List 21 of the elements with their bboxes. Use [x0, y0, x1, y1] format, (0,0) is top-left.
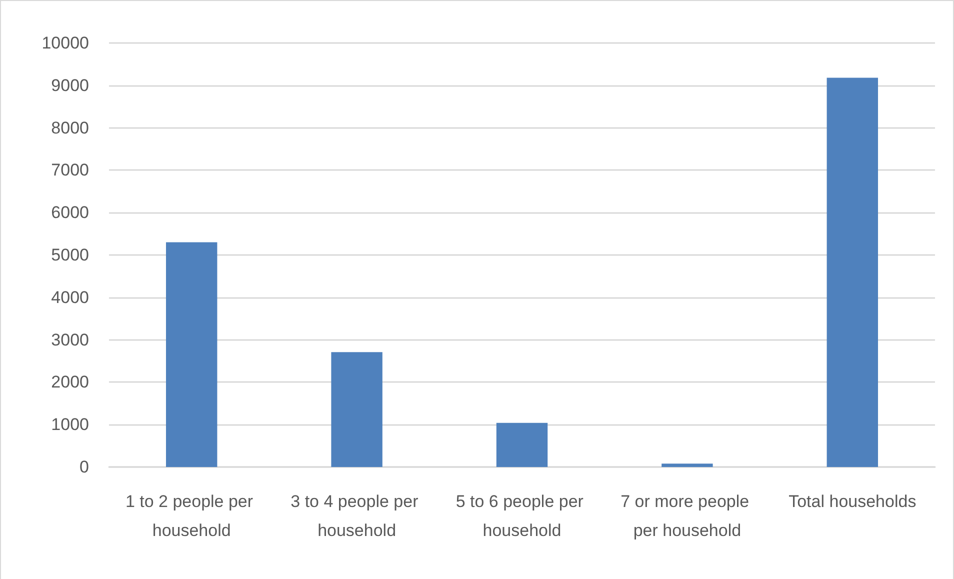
bar — [662, 464, 713, 467]
y-tick-label: 7000 — [51, 160, 89, 180]
x-tick-label: 7 or more people per household — [620, 492, 754, 540]
x-tick-label: Total households — [788, 492, 916, 511]
x-tick-label: 3 to 4 people per household — [290, 492, 423, 540]
x-tick-label: 5 to 6 people per household — [456, 492, 588, 540]
bar — [496, 422, 548, 467]
y-tick-label: 1000 — [51, 415, 89, 434]
bar — [166, 242, 218, 467]
y-tick-label: 9000 — [51, 76, 89, 95]
y-tick-label: 2000 — [51, 372, 89, 392]
y-tick-label: 6000 — [51, 203, 89, 222]
y-tick-label: 4000 — [51, 288, 89, 307]
y-tick-label: 5000 — [51, 246, 89, 264]
x-tick-label: 1 to 2 people per household — [125, 492, 258, 540]
y-tick-label: 0 — [80, 458, 89, 476]
bar — [331, 352, 382, 467]
y-tick-label: 10000 — [42, 34, 89, 52]
y-tick-label: 3000 — [51, 330, 89, 350]
bar — [826, 78, 878, 467]
y-tick-label: 8000 — [51, 118, 89, 138]
